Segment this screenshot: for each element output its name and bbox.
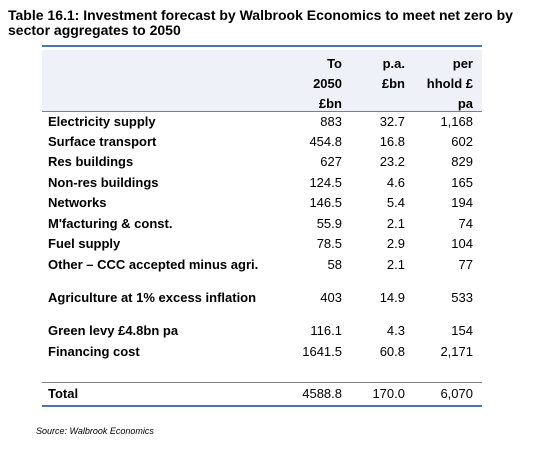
table-title: Table 16.1: Investment forecast by Walbr… [8, 7, 513, 38]
cell-to-2050: 627 [320, 154, 342, 169]
cell-to-2050: 116.1 [310, 323, 342, 338]
cell-to-2050: 124.5 [309, 175, 342, 190]
row-label: Other – CCC accepted minus agri. [48, 257, 259, 272]
row-label: M'facturing & const. [48, 216, 173, 231]
table-row: Surface transport 454.8 16.8 602 [42, 132, 482, 152]
source-note: Source: Walbrook Economics [36, 426, 154, 436]
cell-hhold: 6,070 [440, 386, 473, 401]
cell-to-2050: 58 [327, 257, 342, 272]
cell-pa: 32.7 [379, 114, 405, 129]
cell-hhold: 77 [458, 257, 473, 272]
cell-to-2050: 454.8 [309, 134, 342, 149]
row-label: Surface transport [48, 134, 157, 149]
row-label: Electricity supply [48, 114, 156, 129]
cell-pa: 2.9 [386, 236, 405, 251]
row-label: Agriculture at 1% excess inflation [48, 290, 257, 305]
cell-pa: 2.1 [386, 257, 405, 272]
cell-hhold: 165 [451, 175, 473, 190]
cell-pa: 16.8 [379, 134, 405, 149]
row-label: Res buildings [48, 154, 134, 169]
cell-to-2050: 883 [320, 114, 342, 129]
row-label: Fuel supply [48, 236, 121, 251]
header-line: To [327, 56, 342, 71]
header-per-hhold: per hhold £ pa [413, 54, 473, 114]
top-rule [42, 45, 482, 47]
cell-pa: 4.3 [386, 323, 405, 338]
cell-to-2050: 4588.8 [302, 386, 342, 401]
table-row: Green levy £4.8bn pa 116.1 4.3 154 [42, 321, 482, 341]
table-row: Non-res buildings 124.5 4.6 165 [42, 173, 482, 193]
cell-pa: 23.2 [379, 154, 405, 169]
header-line: hhold £ [426, 76, 473, 91]
cell-hhold: 194 [451, 195, 473, 210]
cell-hhold: 1,168 [440, 114, 473, 129]
table-row: M'facturing & const. 55.9 2.1 74 [42, 214, 482, 234]
header-line: £bn [381, 76, 405, 91]
cell-pa: 60.8 [379, 344, 405, 359]
table-row: Res buildings 627 23.2 829 [42, 152, 482, 172]
cell-hhold: 104 [451, 236, 473, 251]
header-line: per [452, 56, 473, 71]
cell-to-2050: 1641.5 [302, 344, 342, 359]
table-row: Agriculture at 1% excess inflation 403 1… [42, 288, 482, 308]
header-line: £bn [318, 96, 342, 111]
cell-pa: 2.1 [386, 216, 405, 231]
row-label: Green levy £4.8bn pa [48, 323, 179, 338]
total-divider [42, 382, 482, 383]
header-pa: p.a. £bn [345, 54, 405, 94]
total-row: Total 4588.8 170.0 6,070 [42, 384, 482, 404]
cell-to-2050: 78.5 [316, 236, 342, 251]
header-line: pa [457, 96, 473, 111]
header-line: 2050 [313, 76, 342, 91]
cell-hhold: 74 [458, 216, 473, 231]
bottom-rule [42, 405, 482, 407]
row-label: Non-res buildings [48, 175, 159, 190]
header-line: p.a. [382, 56, 405, 71]
table-row: Fuel supply 78.5 2.9 104 [42, 234, 482, 254]
cell-pa: 14.9 [379, 290, 405, 305]
cell-hhold: 602 [451, 134, 473, 149]
cell-hhold: 154 [451, 323, 473, 338]
cell-hhold: 2,171 [440, 344, 473, 359]
header-to-2050: To 2050 £bn [282, 54, 342, 114]
cell-to-2050: 146.5 [309, 195, 342, 210]
cell-to-2050: 55.9 [316, 216, 342, 231]
table-row: Networks 146.5 5.4 194 [42, 193, 482, 213]
row-label: Financing cost [48, 344, 140, 359]
cell-pa: 5.4 [386, 195, 405, 210]
table-row: Other – CCC accepted minus agri. 58 2.1 … [42, 255, 482, 275]
row-label: Networks [48, 195, 107, 210]
table-row: Electricity supply 883 32.7 1,168 [42, 112, 482, 132]
table-row: Financing cost 1641.5 60.8 2,171 [42, 342, 482, 362]
cell-pa: 170.0 [372, 386, 405, 401]
cell-to-2050: 403 [320, 290, 342, 305]
cell-hhold: 829 [451, 154, 473, 169]
table-header: To 2050 £bn p.a. £bn per hhold £ pa [42, 50, 482, 112]
row-label: Total [48, 386, 79, 401]
header-divider [42, 111, 482, 112]
cell-pa: 4.6 [386, 175, 405, 190]
cell-hhold: 533 [451, 290, 473, 305]
